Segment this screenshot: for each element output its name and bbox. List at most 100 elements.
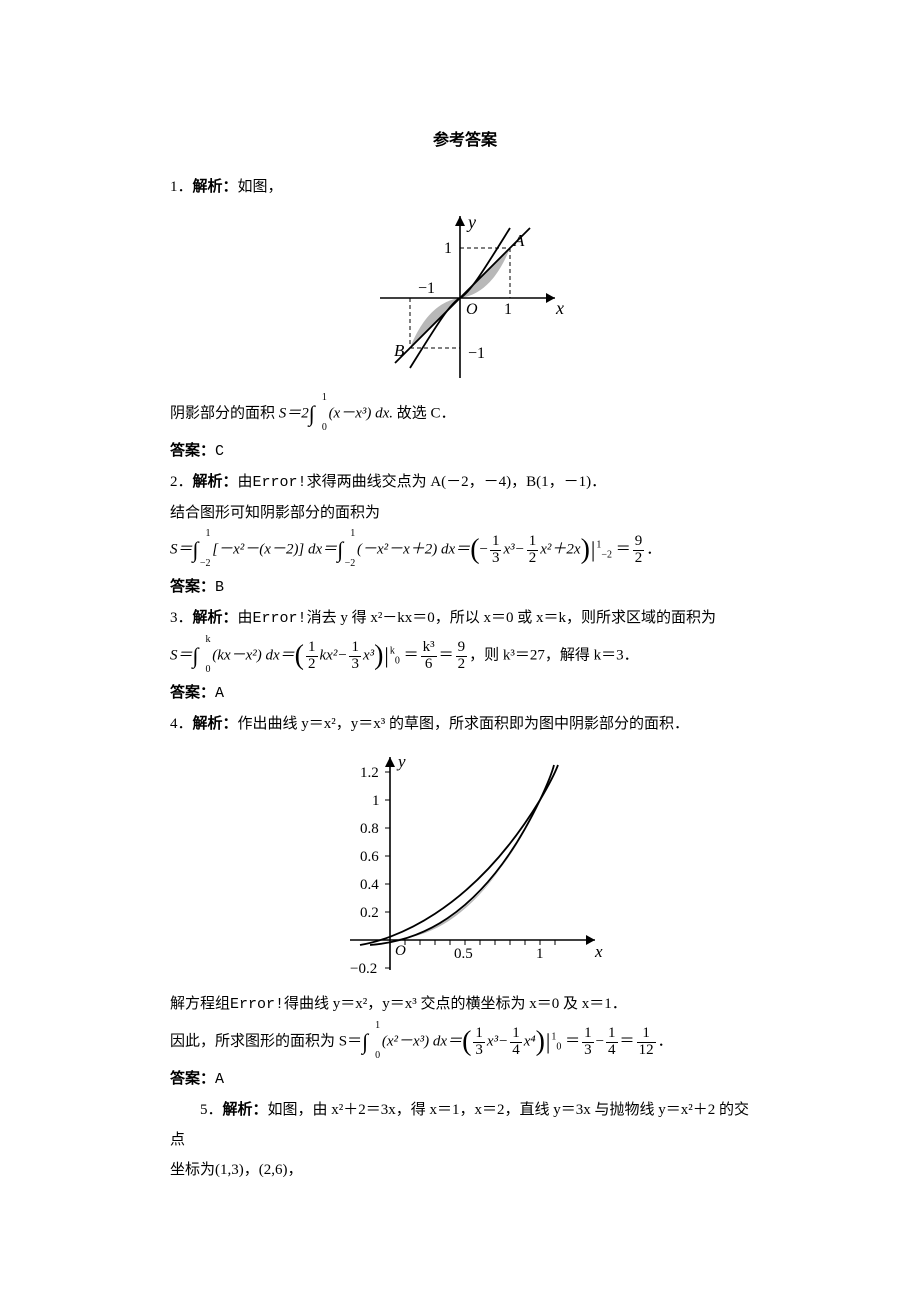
q2-answer: 答案：B [170,572,760,603]
page-title: 参考答案 [170,126,760,150]
q4-f13bd: 3 [582,1043,594,1059]
q4-xt0: 0.5 [454,946,473,962]
q3-fk36n: k³ [421,640,437,657]
q3-eq2: ＝ [439,647,454,663]
q4-m1: x³− [487,1033,508,1049]
q1-lbl-x: x [555,298,564,318]
q3-f13: 13 [347,640,363,673]
q2-seg2: (－x²－x＋2) dx＝ [353,541,470,557]
q2-f92n: 9 [633,534,645,551]
q4-lbl-O: O [395,943,406,959]
q4-yt0: 1.2 [360,765,379,781]
q2-int1-u: 1 [206,524,211,544]
q2-int1: ∫1−2 [193,528,209,572]
q2-t0: − [480,541,488,557]
q1-lbl-y: y [466,212,476,232]
q1-lbl-1x: 1 [504,301,512,318]
q3-f92d: 2 [456,657,468,673]
q2-t1: x³− [503,541,524,557]
q3-label: 解析： [193,610,238,626]
q1-lbl-B: B [394,341,405,360]
q4-figure: 1.2 1 0.8 0.6 0.4 0.2 −0.2 0.5 1 y x O [170,745,760,985]
q4-yt4: 0.4 [360,877,379,893]
q4-rest: 作出曲线 y＝x²，y＝x³ 的草图，所求面积即为图中阴影部分的面积． [238,716,690,732]
q3-f12: 12 [304,640,320,673]
q2-lp: ( [470,537,479,562]
q4-ans-label: 答案： [170,1071,215,1087]
q4-formula: 因此，所求图形的面积为 S＝∫10 (x²－x³) dx＝(13x³−14x⁴)… [170,1020,760,1064]
q2-eq: ＝ [612,541,631,557]
q3-int-l: 0 [206,660,211,680]
q3-m1: kx²− [320,647,348,663]
q2-S: S＝ [170,541,193,557]
q4-f14: 14 [508,1026,524,1059]
q2-int2-u: 1 [350,524,355,544]
q1-line1: 1．解析：如图， [170,172,760,202]
q1-fS: S＝2 [279,405,309,421]
q2-f13: 13 [488,534,504,567]
q3-formula: S＝∫k0 (kx－x²) dx＝(12kx²−13x³)|k0 ＝k³6＝92… [170,634,760,678]
q1-intbody: (x－x³) dx. [325,405,397,421]
page-root: 参考答案 1．解析：如图， y x O [0,0,920,1245]
q2-int2-l: −2 [345,554,356,574]
q3-f13d: 3 [349,657,361,673]
q4-err: Error! [230,996,284,1013]
q1-label: 解析： [193,179,238,195]
q4-eq2: ＝ [620,1033,635,1049]
q4-yt1: 1 [372,793,380,809]
q1-ftail: 故选 C． [397,405,456,421]
q1-lbl-1y: 1 [444,240,452,257]
q5-label: 解析： [223,1102,268,1118]
q3-f13n: 1 [349,640,361,657]
q2-rp: ) [581,537,590,562]
q5-line2: 坐标为(1,3)，(2,6)， [170,1155,760,1185]
q3-m2: x³ [363,647,374,663]
q2-line2: 结合图形可知阴影部分的面积为 [170,498,760,528]
q3-int-u: k [206,630,211,650]
q4-f14n: 1 [510,1026,522,1043]
q3-f92: 92 [454,640,470,673]
q4-f14b: 14 [604,1026,620,1059]
q4-f13: 13 [471,1026,487,1059]
q4-yt5: 0.2 [360,905,379,921]
q4-yt6: −0.2 [350,961,377,977]
q4-m2: x⁴ [524,1033,536,1049]
q2-f13d: 3 [490,551,502,567]
q4-lbl-y: y [396,752,406,771]
q4-label: 解析： [193,716,238,732]
q4-yt2: 0.8 [360,821,379,837]
q3-eq1: ＝ [400,647,419,663]
q2-ra: 由 [238,474,253,490]
q4-f13bn: 1 [582,1026,594,1043]
q4-int-l: 0 [375,1046,380,1066]
q3-lp: ( [295,643,304,668]
q3-ans-label: 答案： [170,685,215,701]
q4-lbl-x: x [594,942,603,961]
q1-lbl-n1y: −1 [468,345,485,362]
q2-int2: ∫1−2 [337,528,353,572]
q1-num: 1． [170,179,193,195]
q4-yt3: 0.6 [360,849,379,865]
q2-t2: x²＋2x [540,541,580,557]
q1-lbl-n1x: −1 [418,280,435,297]
q2-f92d: 2 [633,551,645,567]
q4-num: 4． [170,716,193,732]
q4-eq1: ＝ [561,1033,580,1049]
q5-num: 5． [200,1102,223,1118]
q3-num: 3． [170,610,193,626]
q4-int: ∫10 [362,1020,378,1064]
q2-num: 2． [170,474,193,490]
q3-answer: 答案：A [170,678,760,709]
q4-l2a: 解方程组 [170,996,230,1012]
q2-f12: 12 [525,534,541,567]
q4-answer: 答案：A [170,1064,760,1095]
q2-tail: ． [646,541,661,557]
q4-ans-val: A [215,1071,224,1088]
q3-err: Error! [253,610,307,627]
q5-line1: 5．解析：如图，由 x²＋2＝3x，得 x＝1，x＝2，直线 y＝3x 与抛物线… [170,1095,760,1155]
q4-minus: − [596,1033,604,1049]
q1-int: ∫10 [309,392,325,436]
q3-fk36d: 6 [421,657,437,673]
q4-f13d: 3 [473,1043,485,1059]
q2-line1: 2．解析：由Error!求得两曲线交点为 A(－2，－4)，B(1，－1)． [170,467,760,498]
